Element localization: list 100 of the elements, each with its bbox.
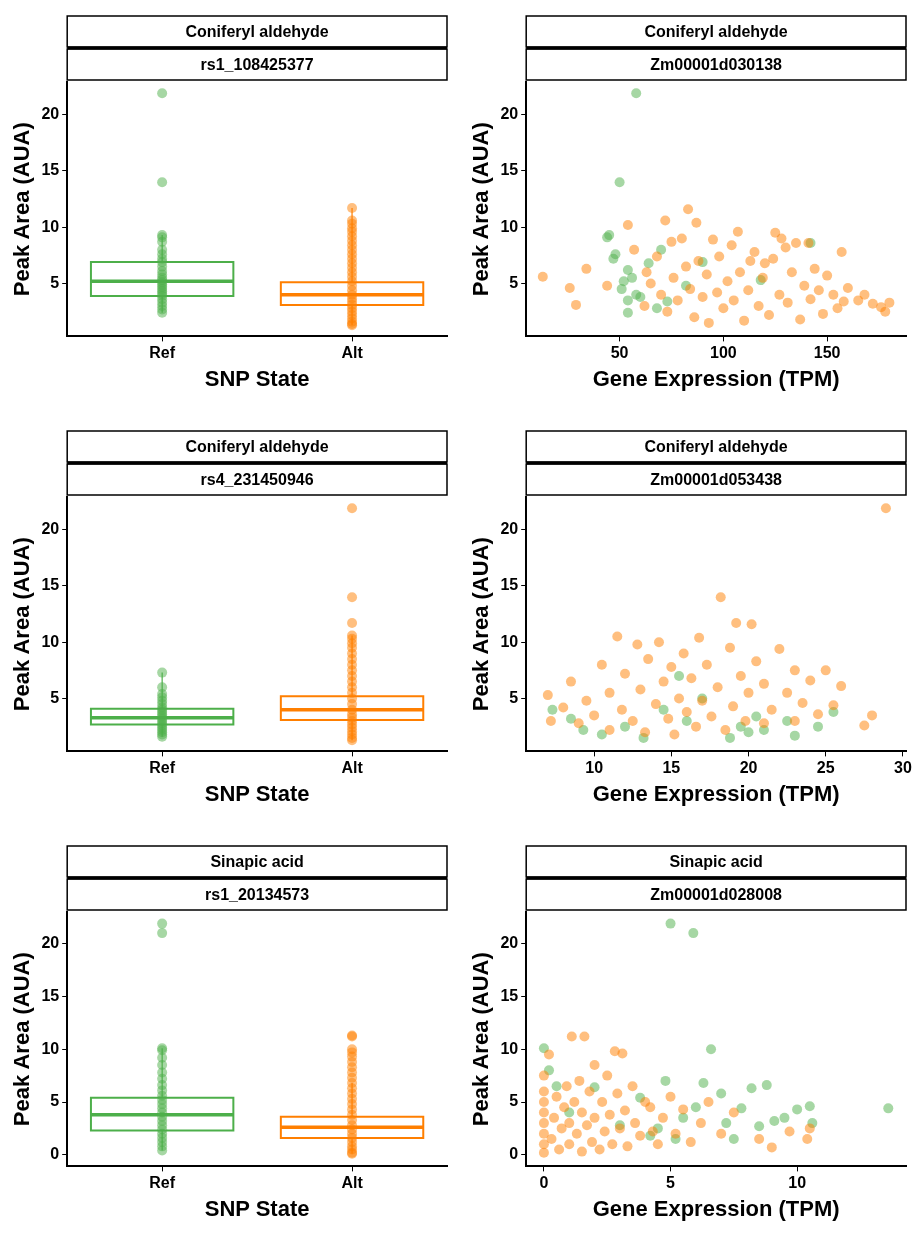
point [691, 721, 702, 732]
point [674, 693, 685, 704]
x-tick-label: 100 [710, 344, 737, 362]
point [620, 721, 631, 732]
point [620, 668, 631, 679]
y-tick-label: 5 [509, 273, 519, 291]
y-tick-label: 15 [41, 161, 60, 179]
y-axis-title: Peak Area (AUA) [9, 952, 35, 1127]
point [616, 284, 627, 295]
point [662, 296, 673, 307]
x-axis-title: Gene Expression (TPM) [592, 1195, 840, 1221]
point [690, 1102, 701, 1113]
point [666, 661, 677, 672]
y-tick-label: 20 [500, 520, 519, 538]
point [828, 700, 839, 711]
y-tick-label: 0 [509, 1145, 519, 1163]
point [797, 698, 808, 708]
point [573, 718, 584, 729]
y-tick-label: 20 [41, 934, 60, 952]
point [618, 276, 629, 287]
point [653, 637, 664, 648]
point [643, 654, 654, 665]
point [635, 292, 646, 302]
point [805, 675, 816, 686]
y-tick-label: 10 [500, 217, 519, 235]
y-tick-label: 15 [41, 986, 60, 1004]
point [754, 1121, 765, 1132]
point [643, 258, 654, 269]
point [736, 1103, 747, 1114]
y-tick-label: 10 [500, 1039, 519, 1057]
point [596, 659, 607, 670]
point [769, 1116, 780, 1127]
point [804, 1101, 815, 1112]
point [701, 659, 712, 670]
x-tick-label: 15 [662, 759, 681, 777]
y-tick-label: 20 [500, 105, 519, 123]
chart-title: Sinapic acid [669, 852, 763, 870]
point [622, 264, 633, 275]
y-tick-label: 20 [41, 105, 60, 123]
chart-subtitle: Zm00001d028008 [650, 885, 783, 903]
point [614, 177, 625, 188]
x-tick-label: 5 [666, 1174, 676, 1192]
point [674, 670, 685, 681]
y-tick-label: 10 [41, 217, 60, 235]
point [779, 1112, 790, 1123]
x-tick-label: Alt [341, 344, 364, 362]
point [859, 720, 870, 731]
point [716, 1088, 727, 1099]
y-tick-label: 10 [41, 632, 60, 650]
x-tick-label: Ref [149, 344, 176, 362]
point [660, 1075, 671, 1086]
x-axis-title: Gene Expression (TPM) [592, 365, 840, 391]
y-tick-label: 20 [41, 520, 60, 538]
point [706, 1044, 717, 1055]
chart-subtitle: rs1_20134573 [205, 885, 310, 903]
point [728, 1133, 739, 1144]
point [743, 687, 754, 698]
x-tick-label: 10 [788, 1174, 807, 1192]
point [813, 721, 823, 732]
point [632, 639, 643, 650]
point [622, 295, 633, 306]
point [867, 710, 878, 721]
point [650, 699, 661, 710]
point [751, 656, 762, 667]
point [578, 725, 589, 736]
point [681, 716, 692, 727]
x-tick-label: 30 [894, 759, 912, 777]
point [604, 687, 615, 698]
point [820, 665, 831, 676]
point [565, 676, 576, 687]
point [743, 727, 754, 738]
x-tick-label: Alt [341, 759, 364, 777]
point [656, 244, 667, 255]
point [635, 684, 646, 695]
point [698, 1078, 709, 1089]
point [721, 1118, 732, 1129]
point [792, 1104, 803, 1115]
x-tick-label: 25 [816, 759, 835, 777]
point [735, 670, 746, 681]
point [688, 928, 699, 939]
point [758, 678, 769, 689]
point [728, 701, 739, 712]
point [631, 88, 642, 99]
y-tick-label: 10 [41, 1039, 60, 1057]
point [616, 704, 627, 715]
point [589, 710, 600, 721]
point [782, 687, 793, 698]
y-axis-title: Peak Area (AUA) [468, 952, 494, 1127]
y-tick-label: 5 [509, 688, 519, 706]
point [538, 1043, 549, 1054]
point [547, 704, 558, 715]
point [694, 632, 705, 643]
point [751, 711, 762, 722]
y-tick-label: 15 [500, 161, 519, 179]
point [627, 716, 638, 727]
point [720, 725, 731, 736]
point [789, 716, 800, 727]
y-tick-label: 5 [509, 1092, 519, 1110]
y-tick-label: 20 [500, 934, 519, 952]
point [640, 727, 651, 738]
